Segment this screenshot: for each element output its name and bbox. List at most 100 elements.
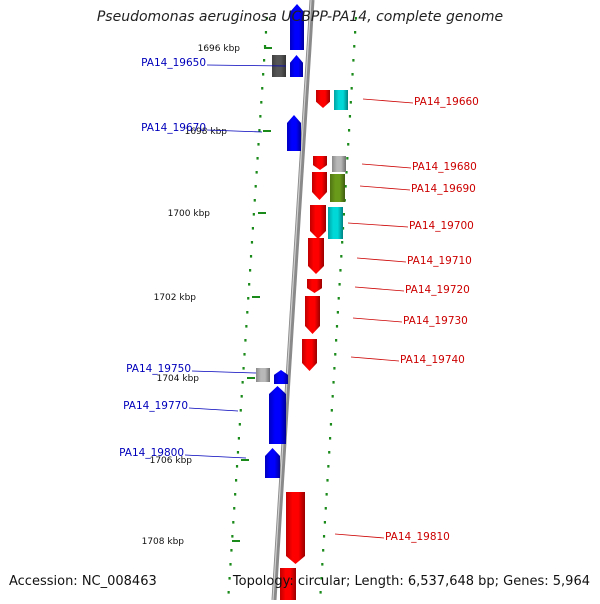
forward-track-dots — [330, 409, 333, 412]
reverse-track-dots — [254, 185, 257, 188]
strand-track-dots — [227, 17, 358, 594]
reverse-track-dots — [245, 325, 248, 328]
forward-gene — [280, 568, 296, 604]
forward-track-dots — [329, 423, 333, 426]
kbp-tick-label: 1696 kbp — [198, 44, 241, 54]
reverse-track-dots — [262, 73, 265, 76]
forward-track-dots — [335, 339, 338, 342]
reverse-gene-label: PA14_19650 — [141, 57, 206, 69]
reverse-track-dots — [237, 437, 240, 440]
reverse-label-leader — [206, 129, 263, 133]
kbp-tick-label: 1708 kbp — [142, 537, 185, 547]
reverse-track-dots — [251, 227, 254, 230]
reverse-gene-label: PA14_19670 — [141, 122, 206, 134]
forward-track-dots — [354, 17, 358, 20]
reverse-track-dots — [230, 549, 233, 552]
forward-track-dots — [328, 437, 332, 440]
forward-track-dots — [321, 563, 324, 566]
forward-track-dots — [354, 31, 357, 34]
forward-track-dots — [319, 591, 322, 594]
forward-track-dots — [341, 227, 345, 230]
forward-track-dots — [348, 115, 352, 118]
forward-track-dots — [339, 269, 342, 272]
reverse-track-dots — [246, 311, 249, 314]
reverse-track-dots — [263, 45, 267, 48]
genome-summary-text: Topology: circular; Length: 6,537,648 bp… — [232, 574, 590, 589]
forward-track-dots — [322, 535, 326, 538]
accession-text: Accession: NC_008463 — [9, 574, 157, 589]
grey-gene-pa14-19750 — [256, 368, 270, 382]
forward-gene-label: PA14_19810 — [385, 531, 450, 543]
forward-track-dots — [351, 73, 354, 76]
reverse-track-dots — [235, 465, 239, 468]
forward-track-dots — [345, 171, 348, 174]
reverse-track-dots — [229, 563, 232, 566]
forward-track-dots — [325, 493, 328, 496]
reverse-track-dots — [243, 353, 246, 356]
grey-gene-pa14-19680 — [332, 156, 346, 172]
reverse-label-leader — [191, 370, 257, 374]
reverse-track-dots — [259, 115, 262, 118]
reverse-track-dots — [255, 171, 258, 174]
reverse-label-leader — [184, 454, 247, 459]
kbp-tick-label: 1702 kbp — [154, 293, 197, 303]
reverse-track-dots — [261, 87, 264, 90]
reverse-label-leader — [188, 407, 239, 412]
forward-gene-pa14-19730 — [305, 296, 320, 334]
forward-gene-pa14-19710 — [308, 238, 324, 274]
kbp-ticks: 1696 kbp 1698 kbp 1700 kbp 1702 kbp 1704 kbp… — [142, 44, 272, 547]
reverse-track-dots — [264, 31, 268, 34]
reverse-gene — [274, 370, 288, 384]
reverse-track-dots — [244, 339, 247, 342]
forward-track-dots — [342, 213, 346, 216]
forward-track-dots — [322, 549, 325, 552]
reverse-track-dots — [263, 59, 266, 62]
forward-gene-label: PA14_19710 — [407, 255, 472, 267]
genes — [256, 4, 348, 604]
forward-track-dots — [323, 521, 327, 524]
map-title: Pseudomonas aeruginosa UCBPP-PA14, compl… — [96, 9, 504, 25]
reverse-track-dots — [233, 507, 236, 510]
reverse-track-dots — [256, 157, 259, 160]
forward-label-leader — [362, 98, 414, 104]
forward-gene-label: PA14_19740 — [400, 354, 465, 366]
reverse-gene-pa14-19800 — [265, 448, 280, 478]
forward-gene-label: PA14_19660 — [414, 96, 479, 108]
olive-gene-pa14-19690 — [330, 174, 345, 202]
forward-label-leader — [359, 185, 411, 191]
reverse-track-dots — [249, 255, 253, 258]
gene-labels: PA14_19650 PA14_19670 PA14_19750 PA14_19770… — [119, 57, 479, 543]
forward-track-dots — [344, 185, 347, 188]
reverse-gene — [290, 4, 304, 50]
genome-axis — [271, 0, 315, 601]
reverse-track-dots — [265, 17, 268, 20]
forward-gene-pa14-19810 — [286, 492, 305, 564]
reverse-track-dots — [227, 591, 230, 594]
forward-track-dots — [353, 45, 356, 48]
forward-gene-label: PA14_19690 — [411, 183, 476, 195]
reverse-track-dots — [242, 367, 245, 370]
genome-axis-line — [271, 0, 315, 601]
reverse-track-dots — [234, 493, 237, 496]
forward-gene-label: PA14_19720 — [405, 284, 470, 296]
forward-track-dots — [326, 479, 329, 482]
forward-track-dots — [320, 577, 323, 580]
forward-gene-label: PA14_19730 — [403, 315, 468, 327]
forward-track-dots — [336, 311, 339, 314]
forward-track-dots — [352, 59, 355, 62]
forward-label-leader — [356, 257, 407, 263]
forward-gene — [313, 156, 327, 170]
forward-track-dots — [341, 241, 344, 244]
forward-gene-pa14-19740 — [302, 339, 317, 371]
reverse-track-dots — [260, 101, 263, 104]
kbp-tick-label: 1698 kbp — [185, 127, 228, 137]
reverse-track-dots — [247, 297, 250, 300]
forward-label-leader — [347, 222, 409, 228]
reverse-track-dots — [240, 395, 243, 398]
forward-track-dots — [333, 367, 336, 370]
reverse-track-dots — [253, 199, 256, 202]
reverse-track-dots — [239, 409, 242, 412]
reverse-track-dots — [249, 269, 252, 272]
